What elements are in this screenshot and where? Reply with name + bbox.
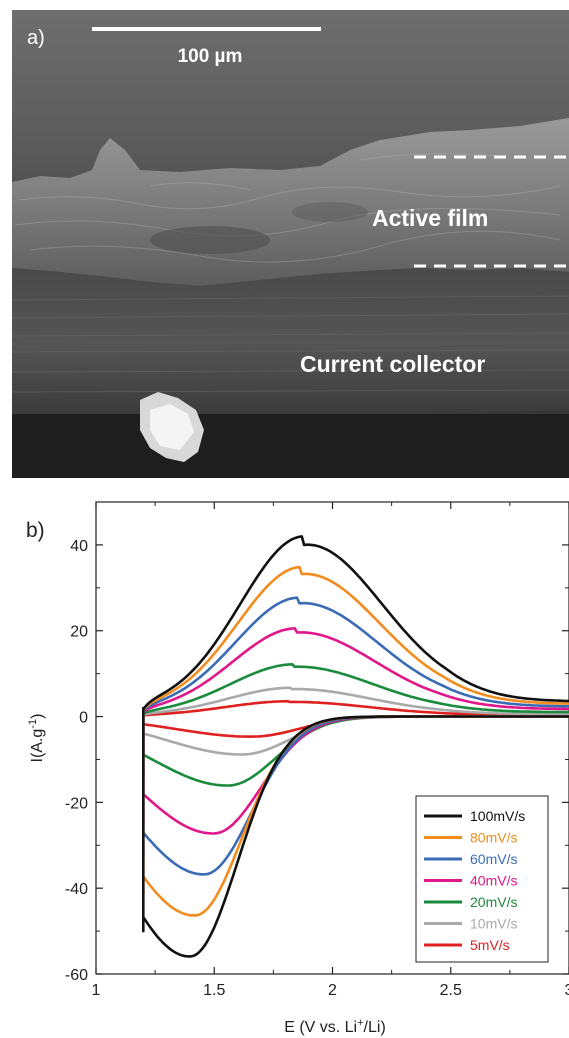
- legend-entry: 20mV/s: [470, 894, 517, 910]
- x-tick-label: 2.5: [440, 982, 462, 999]
- y-tick-label: 0: [79, 710, 88, 727]
- cv-curves: [142, 535, 569, 958]
- y-tick-label: 20: [70, 624, 88, 641]
- scale-bar-label: 100 µm: [178, 46, 243, 67]
- legend-entry: 100mV/s: [470, 808, 525, 824]
- cv-series-10mV/s: [142, 686, 569, 756]
- legend-entry: 40mV/s: [470, 873, 517, 889]
- cv-series-100mV/s: [142, 535, 569, 958]
- x-tick-label: 3: [565, 982, 569, 999]
- y-tick-label: -40: [65, 881, 88, 898]
- legend-entry: 10mV/s: [470, 916, 517, 932]
- sem-image: 100 µm Active film Current collector a): [12, 10, 569, 478]
- legend-entry: 60mV/s: [470, 851, 517, 867]
- cv-series-60mV/s: [142, 596, 569, 876]
- x-axis-label: E (V vs. Li+/Li): [284, 1017, 386, 1036]
- cv-series-5mV/s: [142, 699, 569, 738]
- bright-particle: [140, 392, 204, 462]
- legend: 100mV/s 80mV/s 60mV/s 40mV/s 20mV/s 10mV/s 5mV…: [415, 795, 549, 963]
- legend-entry: 5mV/s: [470, 937, 510, 953]
- active-film-annotation: Active film: [372, 205, 488, 231]
- panel-b-label: b): [26, 519, 45, 542]
- y-tick-label: -60: [65, 967, 88, 984]
- y-axis-label: I(A.g-1): [27, 714, 46, 763]
- y-tick-label: -20: [65, 795, 88, 812]
- axis-ticks: 1 1.5 2 2.5 3 -60 -40 -20 0 20 40: [65, 502, 569, 999]
- current-collector-annotation: Current collector: [300, 351, 485, 377]
- x-tick-label: 2: [328, 982, 337, 999]
- legend-entry: 80mV/s: [470, 830, 517, 846]
- x-tick-label: 1.5: [203, 982, 225, 999]
- y-tick-label: 40: [70, 538, 88, 555]
- panel-a-label: a): [27, 27, 45, 49]
- cv-plot: 1 1.5 2 2.5 3 -60 -40 -20 0 20 40: [65, 501, 569, 999]
- x-tick-label: 1: [92, 982, 101, 999]
